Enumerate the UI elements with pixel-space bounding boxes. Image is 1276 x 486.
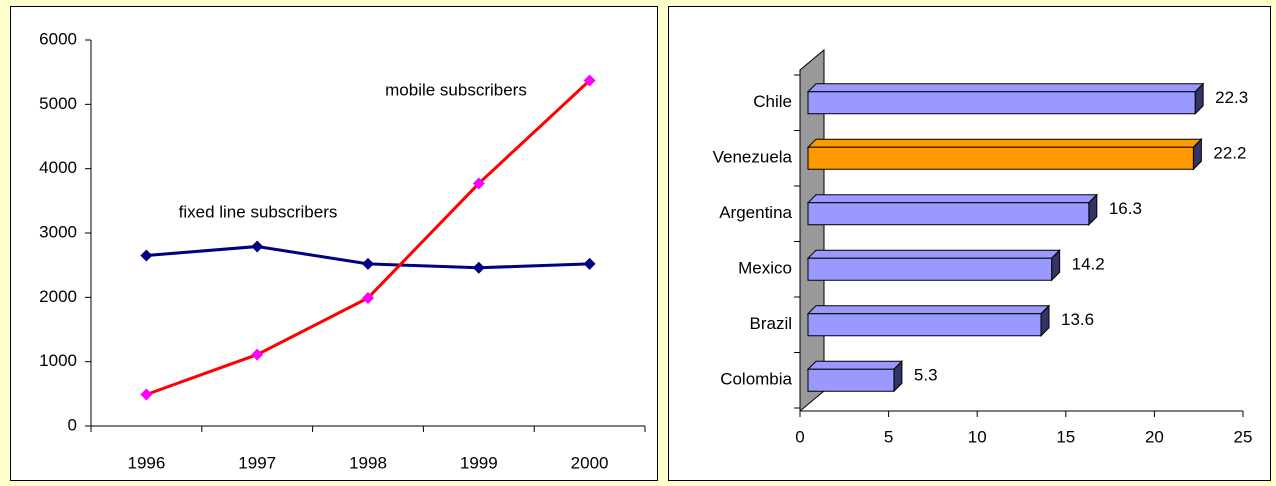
bar <box>807 313 1042 337</box>
y-tick-label: Brazil <box>749 314 792 333</box>
x-tick-label: 2000 <box>571 453 609 472</box>
y-tick-label: Venezuela <box>713 148 793 167</box>
y-tick-label: 2000 <box>39 287 77 306</box>
left-panel <box>10 6 658 481</box>
x-tick-label: 0 <box>795 427 804 446</box>
y-tick-label: 0 <box>68 415 77 434</box>
y-tick-label: 1000 <box>39 351 77 370</box>
bar-top <box>806 194 1099 204</box>
y-tick-label: Colombia <box>720 370 792 389</box>
x-tick-label: 5 <box>884 427 893 446</box>
x-tick-label: 1997 <box>238 453 276 472</box>
y-tick-label: Mexico <box>738 259 792 278</box>
data-point <box>472 177 485 190</box>
bar-top <box>806 360 904 370</box>
x-tick-label: 1998 <box>349 453 387 472</box>
x-tick-label: 1996 <box>127 453 165 472</box>
x-tick-label: 1999 <box>460 453 498 472</box>
right-panel <box>668 6 1271 481</box>
data-point <box>583 257 596 270</box>
bar <box>807 91 1196 115</box>
series-label: mobile subscribers <box>385 80 527 99</box>
series-label: fixed line subscribers <box>179 202 338 221</box>
y-tick-label: 4000 <box>39 158 77 177</box>
data-label: 22.2 <box>1213 144 1246 163</box>
bar-top <box>806 83 1205 93</box>
data-point <box>472 261 485 274</box>
x-tick-label: 25 <box>1234 427 1253 446</box>
bar-top <box>806 138 1203 148</box>
data-label: 5.3 <box>914 366 938 385</box>
data-point <box>140 388 153 401</box>
data-label: 13.6 <box>1061 310 1094 329</box>
y-tick-label: 5000 <box>39 94 77 113</box>
bar <box>807 368 895 392</box>
data-point <box>583 74 596 87</box>
y-tick-label: 3000 <box>39 222 77 241</box>
bar <box>807 146 1194 170</box>
data-label: 22.3 <box>1215 88 1248 107</box>
y-tick-label: Argentina <box>719 203 792 222</box>
data-label: 14.2 <box>1072 255 1105 274</box>
bar-top <box>806 249 1061 259</box>
y-tick-label: 6000 <box>39 29 77 48</box>
bar-top <box>806 305 1051 315</box>
bar <box>807 257 1053 281</box>
data-point <box>251 240 264 253</box>
x-tick-label: 15 <box>1056 427 1075 446</box>
data-point <box>251 348 264 361</box>
data-label: 16.3 <box>1109 199 1142 218</box>
x-tick-label: 20 <box>1145 427 1164 446</box>
bar <box>807 202 1090 226</box>
y-tick-label: Chile <box>753 92 792 111</box>
x-tick-label: 10 <box>968 427 987 446</box>
data-point <box>362 291 374 304</box>
data-point <box>362 257 374 270</box>
data-point <box>140 249 153 262</box>
